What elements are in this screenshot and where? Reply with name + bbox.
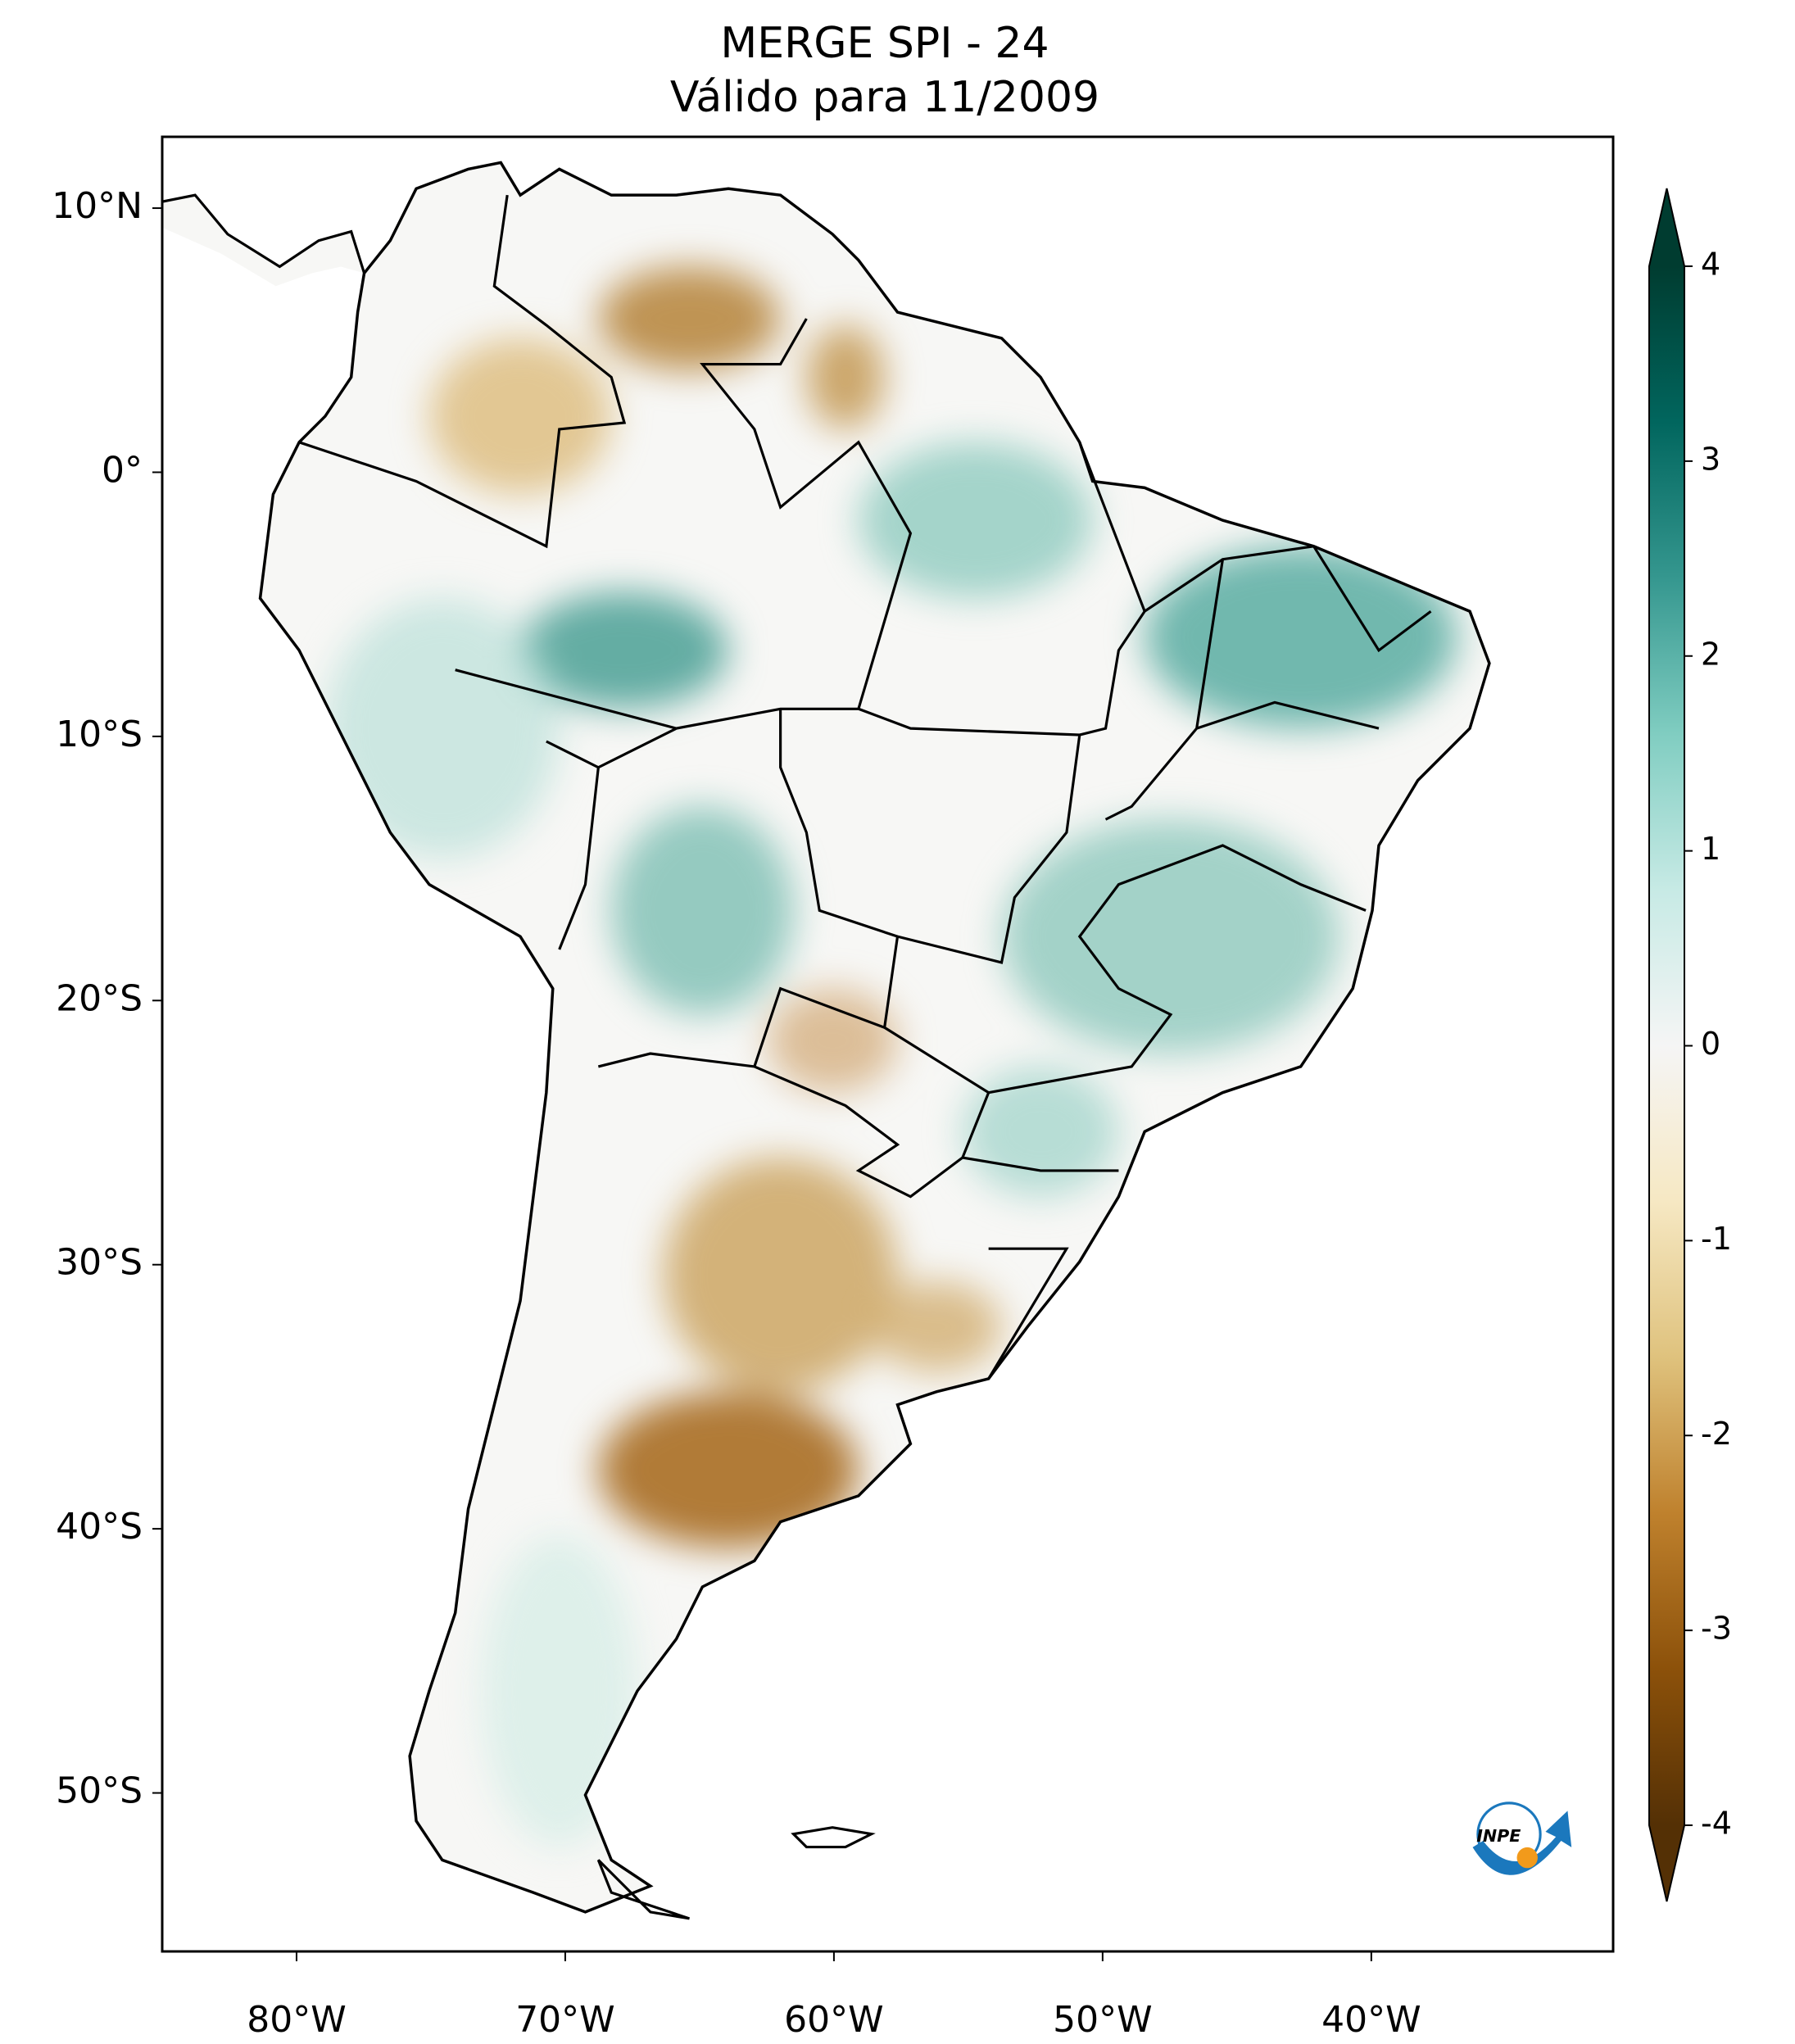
colorbar-tick-label: 3 [1701, 441, 1720, 477]
islands [596, 1826, 876, 1920]
subtitle: Válido para 11/2009 [670, 73, 1099, 122]
patch [806, 324, 885, 429]
patch [1145, 546, 1457, 729]
patch [871, 1280, 1002, 1373]
patch [428, 338, 612, 495]
patch [1001, 819, 1340, 1054]
map-frame [161, 135, 1615, 1953]
colorbar-tick-label: -3 [1701, 1611, 1732, 1647]
x-tick-label: 80°W [247, 1999, 347, 2041]
country-borders [298, 194, 1432, 1380]
x-tick-label: 40°W [1321, 1999, 1421, 2041]
colorbar-tick-label: 4 [1701, 247, 1720, 283]
logo-swoosh [1472, 1811, 1572, 1875]
x-tick-label: 50°W [1053, 1999, 1153, 2041]
patch [598, 266, 781, 371]
patch [962, 1066, 1119, 1197]
y-tick-label: 0° [102, 449, 143, 491]
coastline [162, 193, 366, 274]
y-tick-label: 10°N [52, 185, 143, 227]
colorbar-extend-min [1649, 1825, 1684, 1901]
colorbar-tick-label: 2 [1701, 636, 1720, 672]
coastline [258, 161, 1491, 1914]
colorbar-tick-label: 0 [1701, 1026, 1720, 1062]
patch [767, 988, 898, 1093]
colorbar [1649, 266, 1684, 1825]
patch [520, 591, 729, 709]
patch [598, 1391, 859, 1548]
logo-text: INPE [1476, 1826, 1521, 1846]
patch [858, 442, 1093, 599]
patch [663, 1158, 898, 1392]
borders [162, 161, 1491, 1920]
title: MERGE SPI - 24 [720, 19, 1049, 68]
y-tick-label: 10°S [56, 714, 143, 755]
colorbar-extend-max [1649, 188, 1684, 266]
patch [481, 1534, 637, 1847]
colorbar-tick-label: -4 [1701, 1806, 1732, 1842]
logo: INPE [1472, 1802, 1572, 1875]
colorbar-tick-label: -2 [1701, 1416, 1732, 1452]
colorbar-tick-label: 1 [1701, 831, 1720, 867]
x-tick-label: 70°W [515, 1999, 615, 2041]
y-tick-label: 50°S [56, 1770, 143, 1812]
x-tick-label: 60°W [784, 1999, 884, 2041]
logo-sun [1516, 1847, 1538, 1869]
y-tick-label: 20°S [56, 977, 143, 1019]
patch [611, 806, 794, 1015]
patch [324, 598, 560, 859]
y-tick-label: 30°S [56, 1242, 143, 1284]
colorbar-tick-label: -1 [1701, 1221, 1732, 1257]
y-tick-label: 40°S [56, 1506, 143, 1548]
